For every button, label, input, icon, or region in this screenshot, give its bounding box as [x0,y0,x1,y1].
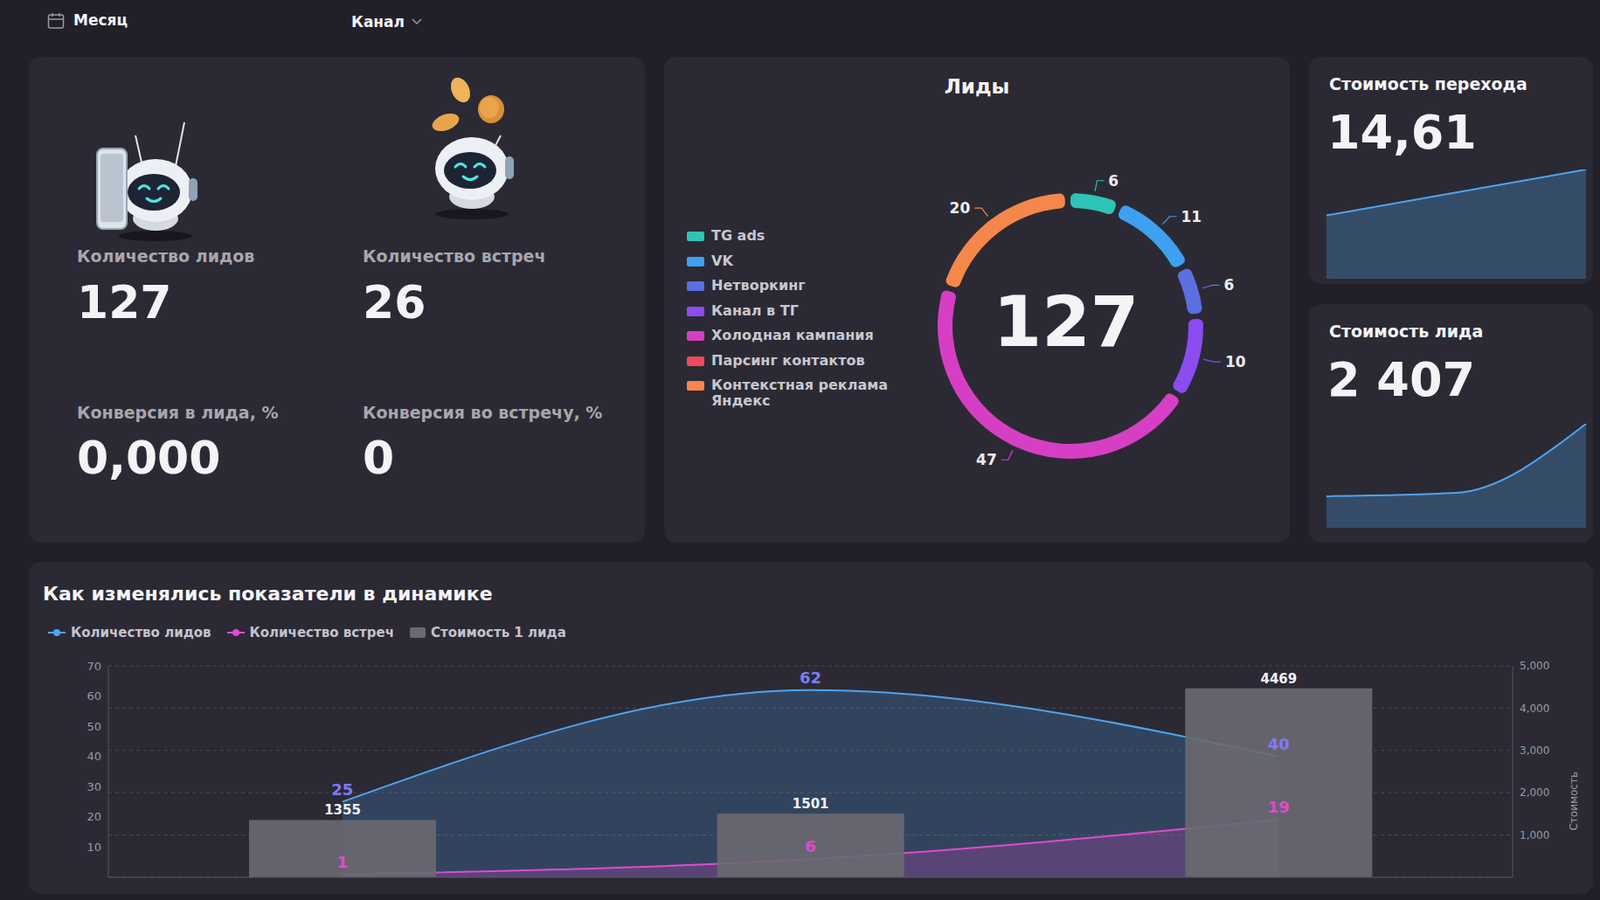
svg-text:4469: 4469 [1260,671,1297,687]
html-text:Количество лидов: Количество лидов [70,624,212,641]
html-text:Конверсия во встречу, %: Конверсия во встречу, % [362,402,603,423]
html-text:2 407: 2 407 [1327,352,1476,408]
html-text:Стоимость 1 лида: Стоимость 1 лида [430,624,567,641]
html-text:Парсинг контактов: Парсинг контактов [711,351,865,369]
svg-text:1,000: 1,000 [1519,829,1550,842]
svg-text:10: 10 [86,840,102,854]
svg-text:20: 20 [949,199,971,217]
html-text:14,61: 14,61 [1327,104,1477,160]
svg-text:1501: 1501 [792,796,830,812]
svg-text:30: 30 [86,780,102,794]
html-text:26: 26 [362,276,426,329]
svg-text:25: 25 [331,780,354,799]
svg-text:70: 70 [86,659,102,673]
svg-text:4,000: 4,000 [1519,702,1550,715]
svg-text:47: 47 [976,450,998,469]
svg-text:Стоимость: Стоимость [1567,771,1580,832]
svg-text:19: 19 [1267,797,1290,817]
html-text:127: 127 [76,276,172,329]
html-text:127: 127 [993,280,1140,363]
svg-text:6: 6 [1223,276,1234,294]
html-text:Конверсия в лида, %: Конверсия в лида, % [76,402,279,423]
svg-text:20: 20 [86,810,102,824]
svg-text:50: 50 [86,720,102,734]
html-text:Лиды: Лиды [944,75,1010,98]
svg-text:2,000: 2,000 [1519,786,1550,799]
html-text:Контекстная реклама Яндекс: Контекстная реклама Яндекс [711,376,888,409]
svg-text:6: 6 [804,837,817,856]
svg-text:60: 60 [86,689,102,703]
svg-text:40: 40 [1267,734,1290,754]
svg-text:3,000: 3,000 [1519,744,1550,757]
html-text:Месяц: Месяц [73,11,128,29]
svg-text:6: 6 [1108,172,1119,190]
html-text:Стоимость лида: Стоимость лида [1329,321,1484,341]
html-text:Стоимость перехода: Стоимость перехода [1329,74,1528,94]
html-text:Нетворкинг: Нетворкинг [711,277,806,294]
svg-text:62: 62 [799,668,822,687]
html-text:Канал в ТГ: Канал в ТГ [711,301,799,319]
html-text:0,000: 0,000 [76,431,221,485]
svg-text:1355: 1355 [324,802,361,818]
svg-text:11: 11 [1180,207,1202,226]
html-text:Количество лидов: Количество лидов [76,246,255,266]
svg-text:1: 1 [337,852,349,872]
html-text:VK: VK [711,252,733,269]
html-text:Количество встреч: Количество встреч [249,624,395,641]
html-text:Как изменялись показатели в ди: Как изменялись показатели в динамике [42,582,493,605]
svg-text:40: 40 [86,749,102,763]
svg-text:5,000: 5,000 [1519,659,1550,672]
html-text:Канал: Канал [351,13,405,31]
html-text:TG ads: TG ads [711,227,765,244]
html-text:0: 0 [362,431,395,485]
svg-text:10: 10 [1225,353,1247,371]
html-text:Количество встреч: Количество встреч [362,246,546,266]
html-text:Холодная кампания: Холодная кампания [711,326,874,344]
